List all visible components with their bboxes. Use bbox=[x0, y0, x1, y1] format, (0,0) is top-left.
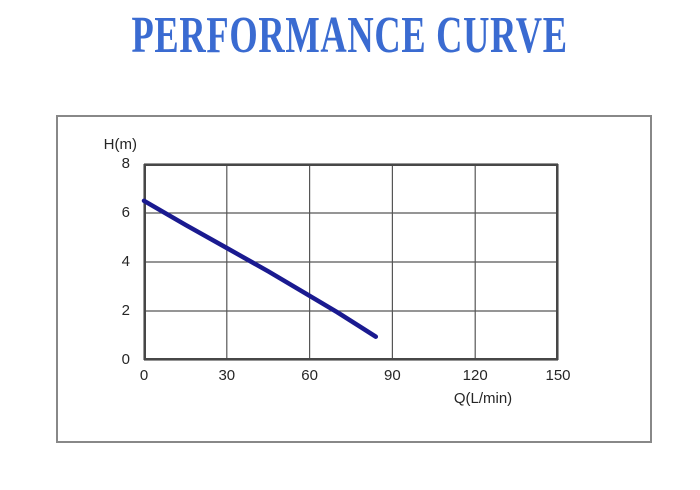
chart-frame-box bbox=[56, 115, 652, 443]
page-title: PERFORMANCE CURVE bbox=[131, 7, 569, 64]
title-bar: PERFORMANCE CURVE bbox=[0, 10, 700, 62]
